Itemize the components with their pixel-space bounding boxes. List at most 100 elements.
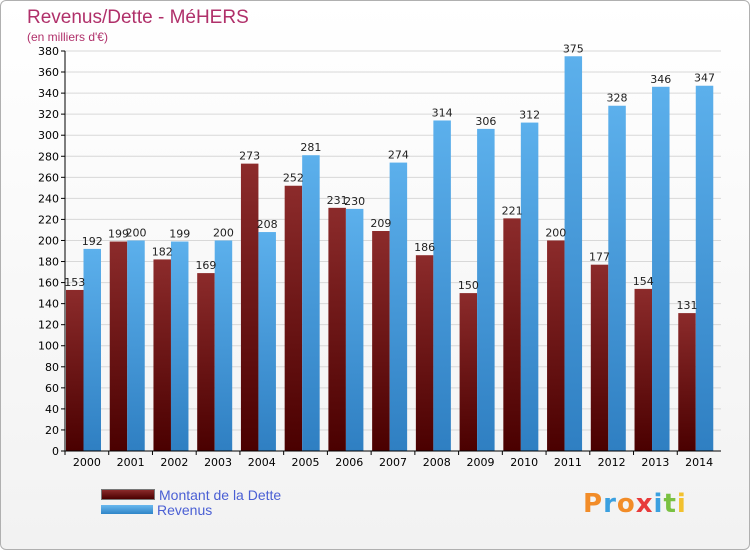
bar-revenue [608, 105, 626, 451]
logo-letter: P [583, 489, 604, 519]
x-tick-label: 2004 [248, 456, 276, 469]
data-label-revenue: 200 [213, 226, 234, 239]
data-label-debt: 154 [633, 275, 654, 288]
data-label-debt: 182 [152, 245, 173, 258]
x-tick-label: 2001 [117, 456, 145, 469]
x-tick-label: 2009 [466, 456, 494, 469]
bar-revenue [477, 128, 495, 451]
y-tick-label: 60 [45, 382, 59, 395]
x-tick-label: 2013 [641, 456, 669, 469]
data-label-revenue: 314 [432, 106, 453, 119]
y-tick-label: 280 [38, 150, 59, 163]
chart-subtitle: (en milliers d'€) [27, 30, 108, 44]
bar-revenue [214, 240, 233, 451]
bar-revenue [389, 162, 408, 451]
x-tick-label: 2005 [292, 456, 320, 469]
data-label-revenue: 346 [650, 73, 671, 86]
chart-legend: Montant de la Dette Revenus [101, 486, 282, 518]
x-tick-label: 2011 [554, 456, 582, 469]
y-tick-label: 240 [38, 192, 59, 205]
bar-revenue [433, 120, 451, 451]
bar-debt [284, 185, 303, 451]
logo-letter: o [616, 489, 636, 519]
bar-debt [328, 207, 346, 451]
bar-debt [197, 273, 215, 451]
proxiti-logo: Proxiti [583, 489, 687, 519]
bar-debt [372, 231, 390, 451]
logo-letter: i [676, 489, 687, 519]
data-label-debt: 273 [239, 150, 260, 163]
data-label-debt: 177 [589, 251, 610, 264]
y-tick-label: 340 [38, 87, 59, 100]
legend-swatch-revenue [101, 505, 153, 514]
bar-revenue [302, 155, 320, 452]
y-tick-label: 180 [38, 256, 59, 269]
y-tick-label: 300 [38, 129, 59, 142]
logo-letter: x [635, 489, 654, 519]
y-tick-label: 20 [45, 424, 59, 437]
x-tick-label: 2002 [160, 456, 188, 469]
bar-debt [547, 240, 565, 451]
data-label-revenue: 199 [169, 228, 190, 241]
data-label-revenue: 230 [344, 195, 365, 208]
data-label-revenue: 375 [563, 42, 584, 55]
y-tick-label: 360 [38, 66, 59, 79]
x-tick-label: 2000 [73, 456, 101, 469]
data-label-revenue: 200 [125, 226, 146, 239]
bar-debt [503, 218, 521, 451]
data-label-debt: 186 [414, 241, 435, 254]
logo-letter: r [603, 489, 617, 519]
y-tick-label: 200 [38, 234, 59, 247]
bar-debt [590, 264, 609, 451]
y-tick-label: 80 [45, 361, 59, 374]
y-tick-label: 140 [38, 298, 59, 311]
bar-revenue [127, 240, 145, 451]
data-label-debt: 150 [458, 279, 479, 292]
x-tick-label: 2007 [379, 456, 407, 469]
data-label-debt: 199 [108, 228, 129, 241]
data-label-debt: 209 [370, 217, 391, 230]
bar-debt [66, 289, 84, 451]
x-tick-label: 2010 [510, 456, 538, 469]
bar-debt [240, 163, 259, 451]
legend-item-revenue: Revenus [101, 501, 281, 518]
legend-swatch-debt [101, 489, 155, 500]
legend-label-debt: Montant de la Dette [159, 486, 282, 503]
y-tick-label: 380 [38, 45, 59, 58]
data-label-revenue: 312 [519, 109, 540, 122]
x-tick-label: 2003 [204, 456, 232, 469]
bar-debt [459, 293, 478, 451]
bar-revenue [520, 122, 539, 451]
legend-label-revenue: Revenus [157, 501, 213, 518]
data-label-revenue: 328 [607, 92, 628, 105]
y-tick-label: 160 [38, 277, 59, 290]
legend-item-debt: Montant de la Dette [101, 486, 282, 503]
data-label-debt: 131 [677, 299, 698, 312]
bar-debt [109, 241, 128, 451]
bar-revenue [652, 86, 670, 451]
bar-revenue [345, 208, 364, 451]
bar-debt [415, 255, 434, 451]
x-tick-label: 2006 [335, 456, 363, 469]
y-tick-label: 40 [45, 403, 59, 416]
data-label-revenue: 192 [82, 235, 103, 248]
data-label-debt: 231 [327, 194, 348, 207]
data-label-debt: 221 [502, 204, 523, 217]
x-tick-label: 2014 [685, 456, 713, 469]
y-tick-label: 260 [38, 171, 59, 184]
bar-revenue [83, 248, 101, 451]
data-label-debt: 169 [195, 259, 216, 272]
data-label-revenue: 306 [475, 115, 496, 128]
bar-debt [153, 259, 171, 451]
bar-debt [634, 288, 653, 451]
x-tick-label: 2012 [598, 456, 626, 469]
data-label-debt: 200 [545, 226, 566, 239]
logo-letter: i [653, 489, 664, 519]
bar-revenue [170, 241, 189, 451]
data-label-debt: 153 [64, 276, 85, 289]
chart-title: Revenus/Dette - MéHERS [27, 7, 249, 28]
bar-debt [678, 313, 696, 451]
y-tick-label: 0 [52, 445, 59, 458]
y-tick-label: 120 [38, 319, 59, 332]
